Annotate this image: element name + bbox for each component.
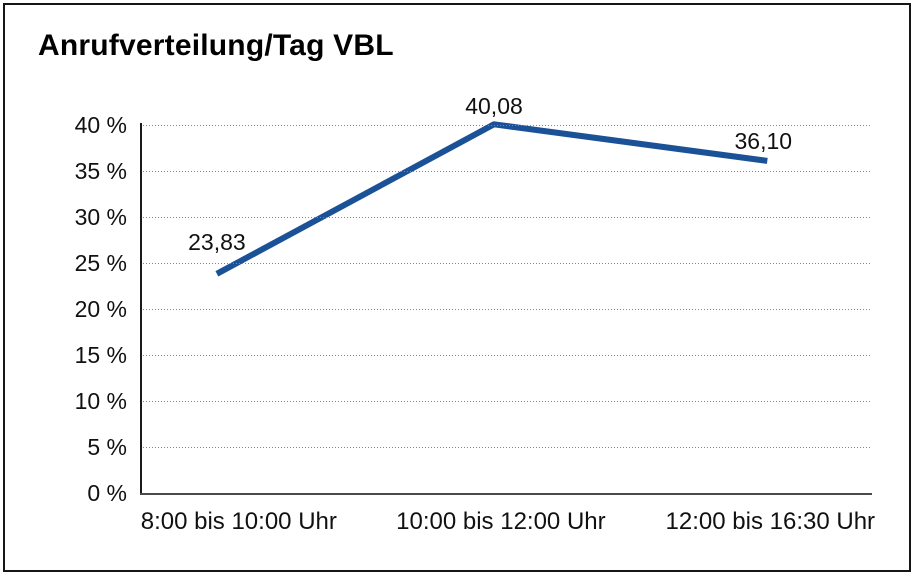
x-axis-line [140,493,872,495]
y-tick-label-10: 10 % [74,388,127,414]
y-tick-label-5: 5 % [87,434,127,460]
y-tick-label-25: 25 % [74,250,127,276]
gridline-40-percent [140,125,872,126]
gridline-10-percent [140,401,872,402]
data-line [215,121,768,277]
x-category-label-1: 8:00 bis 10:00 Uhr [140,508,337,535]
y-tick-label-35: 35 % [74,158,127,184]
y-tick-label-15: 15 % [74,342,127,368]
gridline-35-percent [140,171,872,172]
y-tick-label-0: 0 % [87,480,127,506]
y-axis-line [140,123,142,495]
x-category-label-3: 12:00 bis 16:30 Uhr [665,508,876,535]
gridline-20-percent [140,309,872,310]
y-tick-label-30: 30 % [74,204,127,230]
gridline-25-percent [140,263,872,264]
value-label-1: 23,83 [188,228,246,255]
y-tick-label-20: 20 % [74,296,127,322]
gridline-30-percent [140,217,872,218]
gridline-5-percent [140,447,872,448]
plot-area [140,121,872,493]
value-label-2: 40,08 [465,93,523,120]
gridline-15-percent [140,355,872,356]
chart-title: Anrufverteilung/Tag VBL [38,29,394,62]
line-series-svg [215,121,768,277]
y-tick-label-40: 40 % [74,112,127,138]
x-category-label-2: 10:00 bis 12:00 Uhr [396,508,606,535]
value-label-3: 36,10 [734,127,793,154]
chart-frame-border [3,3,911,572]
